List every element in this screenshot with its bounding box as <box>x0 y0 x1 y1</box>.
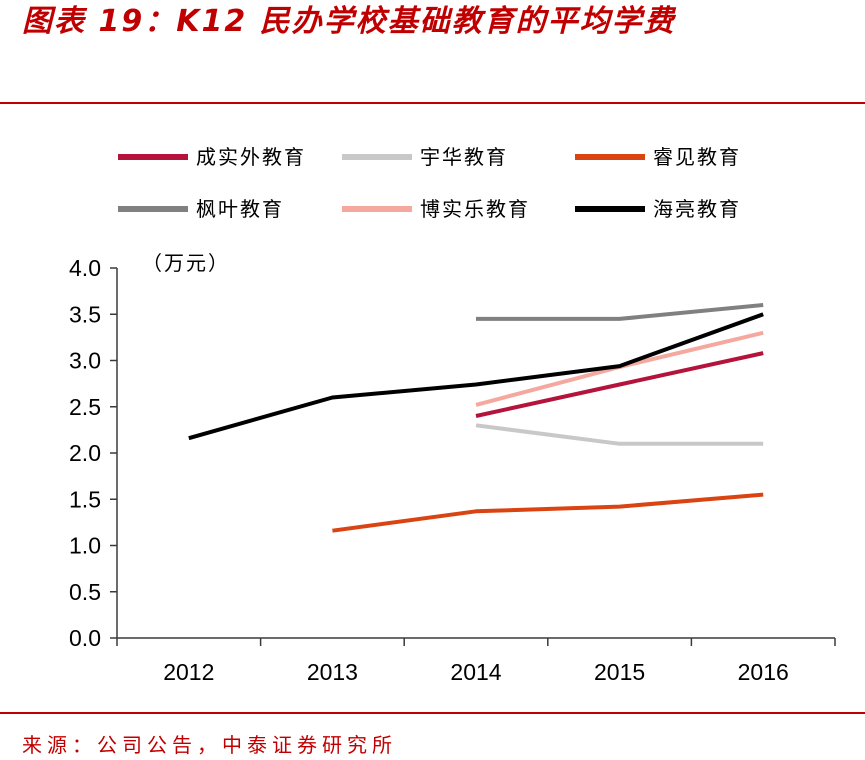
legend-item: 海亮教育 <box>575 197 741 221</box>
legend-label: 博实乐教育 <box>420 197 530 221</box>
x-tick-label: 2014 <box>450 659 501 685</box>
data-point <box>330 529 334 533</box>
x-tick-label: 2012 <box>163 659 214 685</box>
title-divider <box>0 102 865 104</box>
legend-item: 博实乐教育 <box>342 197 530 221</box>
data-point <box>761 442 765 446</box>
legend-label: 海亮教育 <box>653 197 741 221</box>
legend-label: 成实外教育 <box>196 145 306 169</box>
series-line-4 <box>476 303 764 321</box>
data-point <box>761 312 765 316</box>
series-line-2 <box>475 423 764 446</box>
legend-item: 枫叶教育 <box>118 197 284 221</box>
data-point <box>618 505 622 509</box>
data-point <box>474 383 478 387</box>
data-point <box>761 493 765 497</box>
legend-item: 宇华教育 <box>342 145 508 169</box>
legend-label: 枫叶教育 <box>196 197 284 221</box>
chart-title: 图表 19：K12 民办学校基础教育的平均学费 <box>22 4 676 39</box>
data-point <box>761 351 765 355</box>
data-point <box>618 317 622 321</box>
data-point <box>761 303 765 307</box>
y-tick-label: 3.0 <box>69 348 101 374</box>
y-tick-label: 1.0 <box>69 533 101 559</box>
legend-item: 成实外教育 <box>118 145 306 169</box>
data-point <box>474 317 478 321</box>
legend-label: 宇华教育 <box>420 145 508 169</box>
x-tick-label: 2016 <box>738 659 789 685</box>
data-point <box>761 331 765 335</box>
data-point <box>474 414 478 418</box>
x-tick-label: 2013 <box>307 659 358 685</box>
series-line-3 <box>332 492 764 533</box>
y-tick-label: 2.0 <box>69 440 101 466</box>
data-point <box>474 423 478 427</box>
x-tick-label: 2015 <box>594 659 645 685</box>
y-tick-label: 0.5 <box>69 579 101 605</box>
series-lines <box>187 303 765 533</box>
data-point <box>330 396 334 400</box>
data-point <box>618 383 622 387</box>
y-tick-label: 3.5 <box>69 301 101 327</box>
legend-item: 睿见教育 <box>575 145 741 169</box>
data-point <box>187 436 191 440</box>
legend-label: 睿见教育 <box>653 145 741 169</box>
y-tick-label: 0.0 <box>69 625 101 651</box>
footer-divider <box>0 712 865 714</box>
data-point <box>618 364 622 368</box>
data-point <box>474 509 478 513</box>
data-point <box>618 442 622 446</box>
y-tick-label: 4.0 <box>69 255 101 281</box>
axes: 0.0 0.5 1.0 1.5 2.0 2.5 3.0 3.5 4.0 2012 2013 2014 2… <box>69 255 836 685</box>
y-axis-unit-label: （万元） <box>142 251 230 275</box>
series-line-6 <box>188 312 764 441</box>
source-note: 来源：公司公告，中泰证券研究所 <box>22 733 397 757</box>
data-point <box>474 403 478 407</box>
y-tick-label: 2.5 <box>69 394 101 420</box>
y-tick-label: 1.5 <box>69 486 101 512</box>
series-line-1 <box>475 351 764 418</box>
